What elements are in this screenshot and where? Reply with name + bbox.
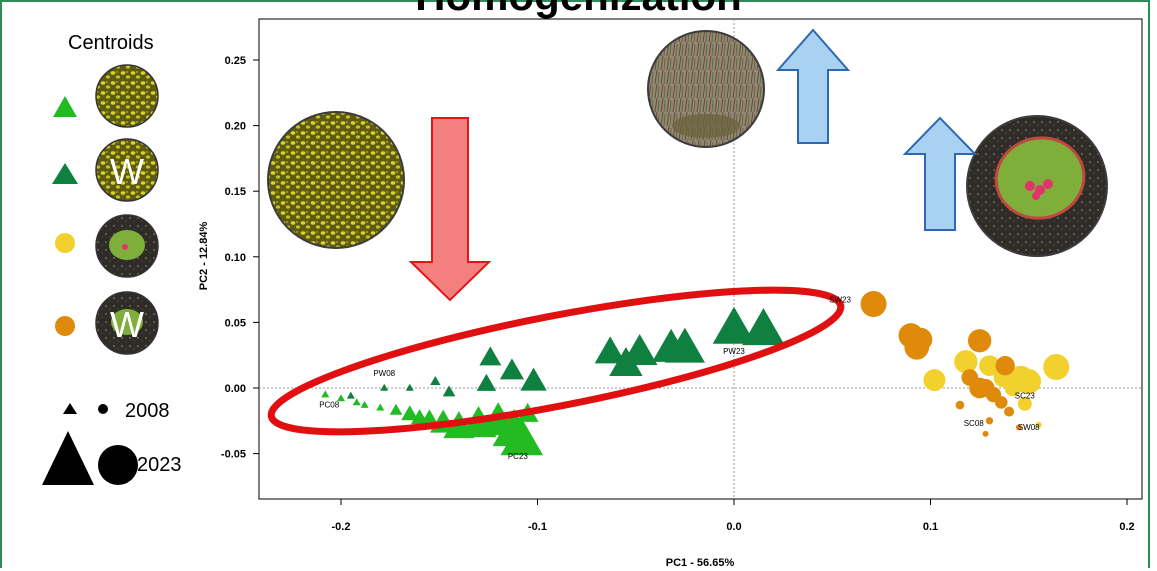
sw-point: [860, 291, 887, 318]
sc-point: [923, 369, 946, 392]
x-axis-label: PC1 - 56.65%: [666, 557, 735, 569]
x-tick-label: -0.2: [332, 521, 351, 533]
legend-photo-shrub-warmed: W: [95, 291, 159, 355]
sw-point: [994, 396, 1008, 409]
sc-point: [1007, 365, 1034, 392]
legend-size-large-circle: [98, 445, 138, 485]
y-tick-label: 0.10: [225, 252, 246, 264]
figure-title: Homogenization: [0, 0, 1157, 20]
shrub-photo-large: [966, 115, 1108, 257]
pw-point: [712, 306, 756, 344]
y-tick-label: 0.20: [225, 121, 246, 133]
legend-size-large-label: 2023: [137, 454, 182, 476]
sw-point: [1004, 406, 1015, 417]
point-label: PW08: [373, 369, 395, 378]
legend-badge-sw: W: [110, 304, 144, 345]
pc-point: [401, 405, 419, 421]
sc-point: [954, 350, 978, 374]
legend: W W: [42, 64, 159, 485]
sc-point: [979, 355, 1000, 377]
legend-photo-shrub: [95, 214, 159, 278]
pw-point: [520, 367, 547, 391]
pc-point: [336, 394, 346, 402]
legend-badge-pw: W: [110, 151, 144, 192]
pc-point: [360, 400, 369, 408]
sw-point: [995, 356, 1015, 376]
y-tick-label: 0.25: [225, 55, 246, 67]
y-tick-label: -0.05: [221, 449, 246, 461]
pw-point: [479, 346, 502, 366]
y-tick-label: 0.00: [225, 383, 246, 395]
legend-size-small-triangle: [63, 403, 77, 414]
pc-point: [321, 390, 330, 398]
legend-marker-pc: [53, 96, 77, 117]
pw-point: [380, 383, 389, 391]
pw-point: [430, 376, 441, 386]
sc-point: [1043, 354, 1070, 381]
sc-point: [1017, 396, 1032, 411]
pc-point: [389, 403, 403, 415]
pw-point: [476, 373, 497, 391]
sc-point: [1035, 421, 1042, 428]
pw-point: [442, 385, 456, 397]
highlight-ellipse: [267, 286, 845, 436]
point-label: PW23: [723, 347, 745, 356]
increase-arrow-up-2: [902, 116, 978, 231]
point-label: PC23: [508, 452, 529, 461]
legend-marker-sc: [55, 233, 75, 253]
y-tick-label: 0.15: [225, 186, 246, 198]
axis-ticks: -0.2 -0.1 0.0 0.1 0.2 -0.05 0.00 0.05 0.10 0.15 0.…: [221, 55, 1135, 533]
sw-point: [955, 400, 965, 410]
pw-point: [742, 308, 785, 346]
data-points: [321, 291, 1070, 456]
point-label: SW23: [829, 296, 851, 305]
y-tick-label: 0.05: [225, 317, 246, 329]
x-tick-label: 0.0: [726, 521, 741, 533]
decline-arrow-down: [408, 117, 492, 302]
y-axis-label: PC2 - 12.84%: [198, 222, 210, 291]
point-label: SC23: [1015, 391, 1036, 400]
point-label: SC08: [964, 419, 985, 428]
legend-size-small-circle: [98, 404, 108, 414]
point-label: SW08: [1018, 423, 1040, 432]
sw-point: [969, 377, 990, 399]
x-tick-label: 0.2: [1119, 521, 1134, 533]
grass-photo: [647, 30, 765, 148]
legend-size-small-label: 2008: [125, 400, 170, 422]
pw-point: [594, 336, 626, 364]
pw-point: [405, 383, 414, 391]
sw-point: [904, 334, 930, 360]
legend-marker-sw: [55, 316, 75, 336]
pc-point: [376, 403, 385, 411]
pc-point: [500, 418, 544, 456]
x-tick-label: -0.1: [528, 521, 547, 533]
pw-point: [664, 327, 705, 363]
moss-photo-large: [267, 111, 405, 249]
legend-marker-pw: [52, 163, 78, 184]
legend-photo-moss: [95, 64, 159, 128]
pw-point: [499, 358, 525, 380]
plot-area: [258, 18, 1143, 500]
legend-size-large-triangle: [42, 431, 94, 485]
legend-title: Centroids: [68, 32, 154, 54]
x-tick-label: 0.1: [923, 521, 938, 533]
pw-point: [621, 333, 658, 365]
sw-point: [1015, 424, 1022, 431]
pc-point: [352, 398, 361, 406]
pw-point: [346, 391, 355, 399]
sw-point: [967, 329, 992, 353]
point-label: PC08: [319, 401, 340, 410]
legend-photo-moss-warmed: W: [95, 138, 159, 202]
sw-point: [985, 417, 994, 425]
increase-arrow-up-1: [775, 28, 851, 144]
sw-point: [982, 430, 989, 437]
point-labels: PC08 PW08 PC23 PW23 SW23 SC23 SC08 SW08: [319, 296, 1040, 461]
